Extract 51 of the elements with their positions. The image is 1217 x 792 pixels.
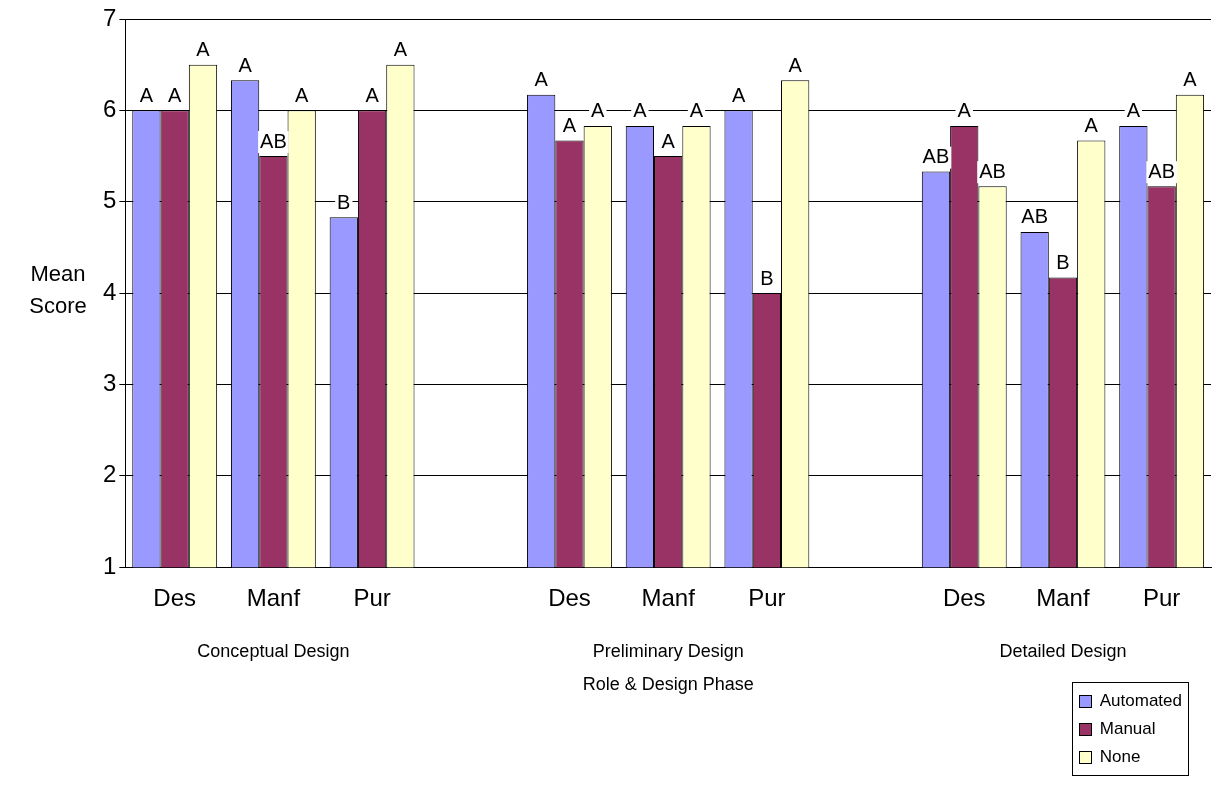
text: Preliminary Design xyxy=(592,641,744,662)
x-tick-label: Manf xyxy=(246,584,301,612)
data-label: AB xyxy=(1021,205,1049,228)
x-tick-label: Des xyxy=(153,584,197,612)
data-label: A xyxy=(1126,99,1141,122)
data-label: AB xyxy=(979,159,1006,182)
x-tick-label: Pur xyxy=(1142,584,1181,612)
data-label: AB xyxy=(1148,159,1175,182)
data-label: A xyxy=(633,99,648,122)
data-label: B xyxy=(1056,251,1070,274)
data-label: A xyxy=(689,99,704,122)
data-label: AB xyxy=(260,129,287,152)
x-tick-label: Des xyxy=(942,584,986,612)
data-label: A xyxy=(196,38,211,61)
y-tick-label: 4 xyxy=(102,277,117,305)
data-label: A xyxy=(168,83,183,106)
x-tick-label: Pur xyxy=(353,584,391,612)
data-label: A xyxy=(365,83,380,106)
legend-label: None xyxy=(1099,747,1141,767)
data-label: A xyxy=(534,68,549,91)
y-tick-label: 7 xyxy=(102,3,117,31)
data-label: A xyxy=(139,83,154,106)
y-axis-title: Mean Score xyxy=(28,260,88,320)
data-label: A xyxy=(562,114,577,137)
data-label: AB xyxy=(922,145,950,168)
x-tick-label: Manf xyxy=(1036,584,1090,612)
x-tick-label: Pur xyxy=(748,584,786,612)
data-label: A xyxy=(1084,114,1099,137)
data-label: B xyxy=(337,190,351,213)
y-tick-label: 3 xyxy=(102,369,117,397)
data-label: A xyxy=(591,99,606,122)
data-label: A xyxy=(393,38,408,61)
legend-label: Automated xyxy=(1099,691,1182,711)
x-axis-title: Role & Design Phase xyxy=(582,674,754,695)
y-tick-label: 5 xyxy=(102,186,117,214)
y-tick-label: 2 xyxy=(102,460,117,488)
data-label: B xyxy=(760,266,774,289)
data-label: A xyxy=(731,83,746,106)
data-label: A xyxy=(957,99,972,122)
y-tick-label: 6 xyxy=(102,94,117,122)
data-label: A xyxy=(295,83,310,106)
data-label: A xyxy=(238,53,253,76)
text: Detailed Design xyxy=(999,641,1127,662)
data-label: A xyxy=(1183,68,1198,91)
data-label: A xyxy=(661,129,676,152)
x-tick-label: Manf xyxy=(641,584,696,612)
data-label: A xyxy=(788,53,803,76)
x-tick-label: Des xyxy=(548,584,591,612)
y-tick-label: 1 xyxy=(102,551,117,579)
text: Conceptual Design xyxy=(197,641,350,662)
legend-label: Manual xyxy=(1099,719,1156,739)
